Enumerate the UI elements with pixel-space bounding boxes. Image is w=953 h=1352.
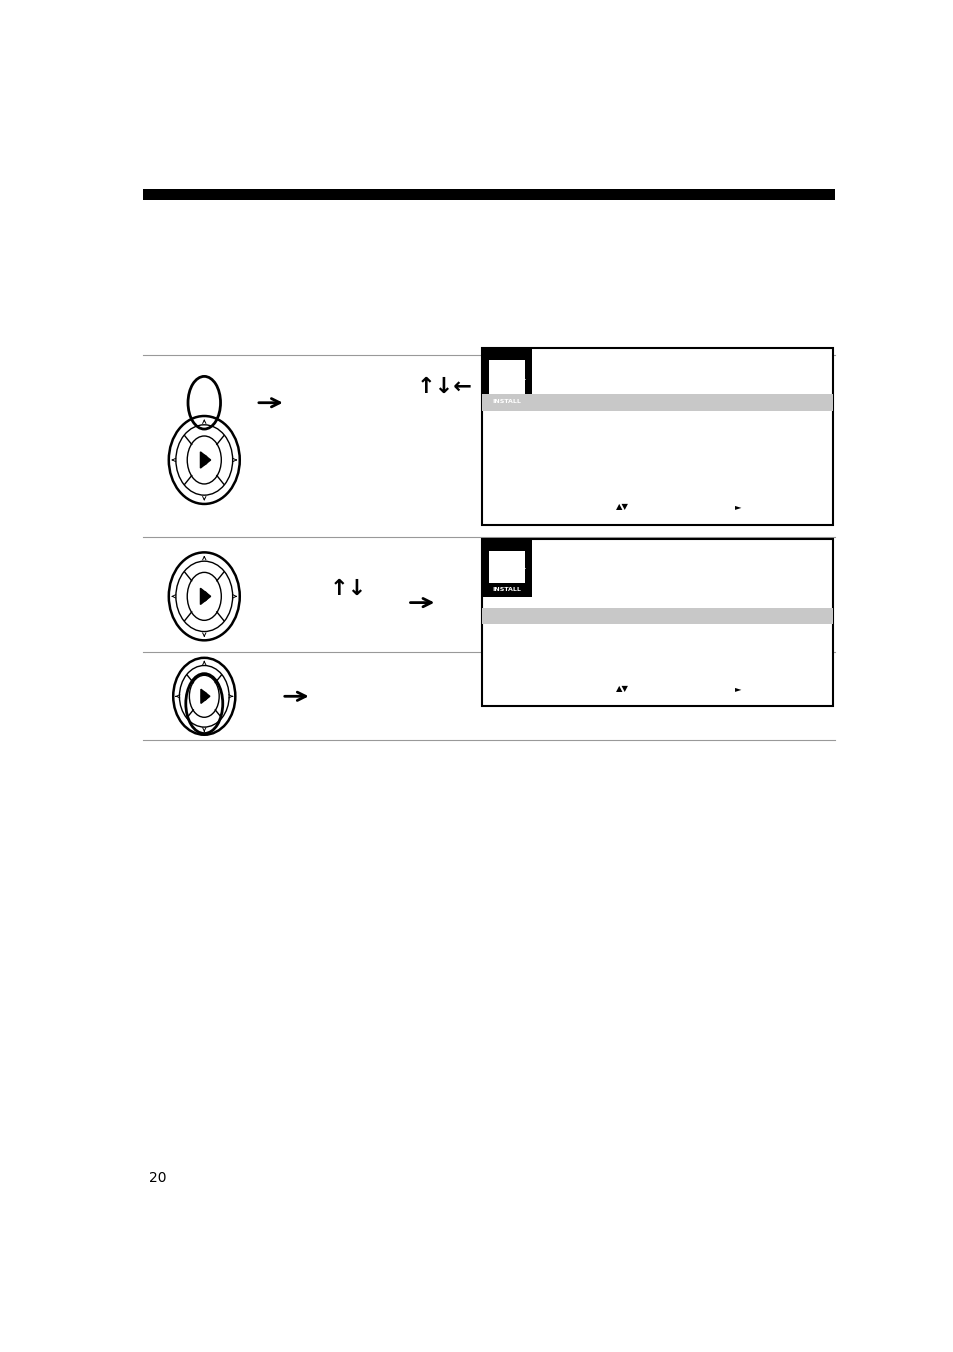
Text: ▲▼: ▲▼ xyxy=(615,503,628,511)
Circle shape xyxy=(200,456,208,465)
Polygon shape xyxy=(200,452,211,468)
Circle shape xyxy=(201,692,207,700)
Circle shape xyxy=(200,591,208,602)
Text: ↑↓: ↑↓ xyxy=(330,579,367,599)
Bar xyxy=(481,608,832,625)
Polygon shape xyxy=(200,588,211,604)
Bar xyxy=(481,395,832,411)
Bar xyxy=(481,539,832,706)
Text: 20: 20 xyxy=(149,1171,166,1184)
Bar xyxy=(488,550,525,583)
Bar xyxy=(481,347,832,525)
Text: ►: ► xyxy=(734,503,740,511)
Polygon shape xyxy=(201,690,210,703)
Circle shape xyxy=(187,435,221,484)
Text: ►: ► xyxy=(734,684,740,694)
Circle shape xyxy=(187,572,221,621)
Text: ↑↓←: ↑↓← xyxy=(416,377,472,397)
Circle shape xyxy=(190,675,219,718)
Bar xyxy=(488,360,525,393)
Text: INSTALL: INSTALL xyxy=(492,399,521,404)
Bar xyxy=(481,539,532,598)
Bar xyxy=(143,189,834,200)
Text: ▲▼: ▲▼ xyxy=(615,684,628,694)
Text: INSTALL: INSTALL xyxy=(492,587,521,592)
Bar xyxy=(481,347,532,410)
